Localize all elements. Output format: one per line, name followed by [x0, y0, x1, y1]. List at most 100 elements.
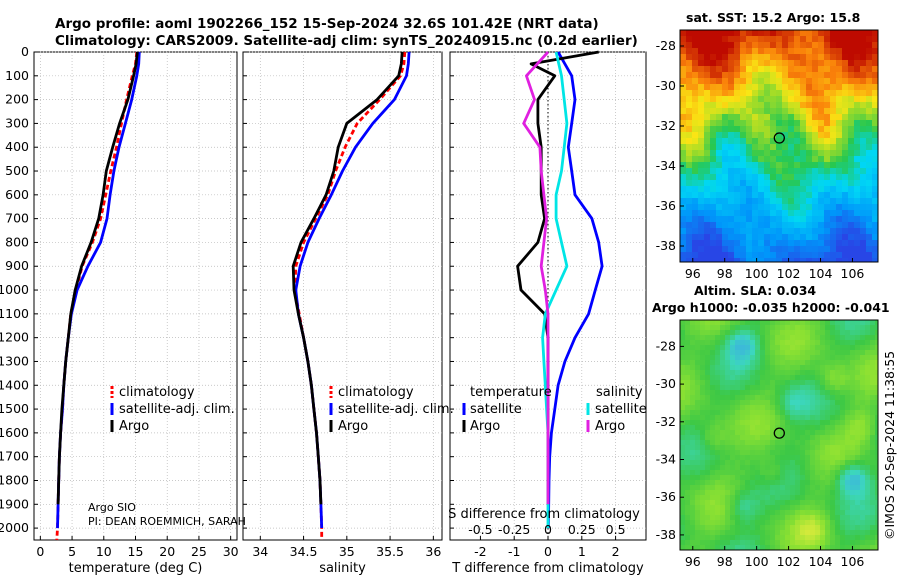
map-cell	[764, 246, 771, 253]
map-cell	[770, 102, 777, 109]
map-cell	[800, 335, 806, 341]
map-cell	[725, 445, 731, 451]
map-cell	[800, 470, 806, 476]
map-cell	[815, 495, 821, 501]
map-cell	[860, 48, 867, 55]
map-cell	[854, 192, 861, 199]
map-cell	[875, 365, 878, 371]
map-cell	[680, 490, 686, 496]
map-cell	[818, 234, 825, 241]
map-cell	[830, 126, 837, 133]
map-cell	[795, 440, 801, 446]
map-cell	[715, 375, 721, 381]
map-cell	[790, 405, 796, 411]
map-cell	[825, 360, 831, 366]
map-cell	[680, 515, 686, 521]
map-cell	[680, 204, 687, 211]
map-cell	[790, 485, 796, 491]
map-cell	[685, 435, 691, 441]
map-cell	[765, 480, 771, 486]
map-cell	[860, 480, 866, 486]
map-cell	[705, 420, 711, 426]
map-cell	[700, 360, 706, 366]
map-cell	[720, 445, 726, 451]
y-tick-label: 1900	[0, 496, 29, 511]
map-cell	[735, 535, 741, 541]
map-cell	[780, 515, 786, 521]
map-cell	[800, 252, 807, 259]
map-cell	[770, 375, 776, 381]
map-cell	[690, 455, 696, 461]
map-cell	[812, 72, 819, 79]
map-cell	[728, 216, 735, 223]
map-cell	[695, 525, 701, 531]
map-cell	[848, 72, 855, 79]
map-cell	[686, 66, 693, 73]
map-cell	[695, 510, 701, 516]
map-cell	[752, 102, 759, 109]
map-cell	[815, 380, 821, 386]
map-cell	[770, 60, 777, 67]
map-cell	[805, 475, 811, 481]
map-cell	[776, 96, 783, 103]
map-cell	[695, 470, 701, 476]
map-cell	[825, 490, 831, 496]
map-cell	[740, 420, 746, 426]
map-cell	[770, 495, 776, 501]
map-cell	[758, 246, 765, 253]
map-cell	[875, 530, 878, 536]
map-cell	[855, 470, 861, 476]
map-cell	[775, 515, 781, 521]
map-cell	[845, 495, 851, 501]
map-cell	[722, 246, 729, 253]
map-cell	[872, 210, 878, 217]
map-cell	[790, 325, 796, 331]
map-cell	[716, 186, 723, 193]
map-cell	[775, 545, 781, 550]
float-position-marker	[773, 427, 785, 439]
map-cell	[725, 370, 731, 376]
map-cell	[722, 204, 729, 211]
map-cell	[758, 252, 765, 259]
map-cell	[850, 405, 856, 411]
map-cell	[705, 395, 711, 401]
map-cell	[734, 240, 741, 247]
map-cell	[836, 210, 843, 217]
map-cell	[805, 485, 811, 491]
map-cell	[812, 216, 819, 223]
x-tick-label: 35	[339, 544, 355, 559]
map-cell	[810, 385, 816, 391]
map-cell	[875, 370, 878, 376]
map-cell	[705, 355, 711, 361]
map-cell	[800, 480, 806, 486]
map-cell	[860, 156, 867, 163]
map-cell	[860, 540, 866, 546]
map-cell	[794, 162, 801, 169]
map-cell	[715, 405, 721, 411]
map-cell	[710, 138, 717, 145]
map-cell	[825, 450, 831, 456]
map-cell	[765, 345, 771, 351]
map-cell	[745, 530, 751, 536]
map-cell	[842, 222, 849, 229]
map-cell	[770, 380, 776, 386]
map-cell	[815, 320, 821, 326]
map-cell	[715, 500, 721, 506]
map-cell	[760, 355, 766, 361]
map-cell	[734, 30, 741, 37]
map-cell	[785, 415, 791, 421]
map-cell	[850, 360, 856, 366]
map-cell	[765, 395, 771, 401]
map-cell	[765, 435, 771, 441]
map-cell	[775, 415, 781, 421]
map-cell	[735, 450, 741, 456]
map-cell	[842, 258, 849, 262]
map-cell	[704, 138, 711, 145]
map-cell	[830, 66, 837, 73]
map-cell	[836, 60, 843, 67]
map-cell	[782, 36, 789, 43]
map-cell	[790, 385, 796, 391]
map-cell	[680, 440, 686, 446]
map-cell	[730, 535, 736, 541]
map-cell	[735, 530, 741, 536]
